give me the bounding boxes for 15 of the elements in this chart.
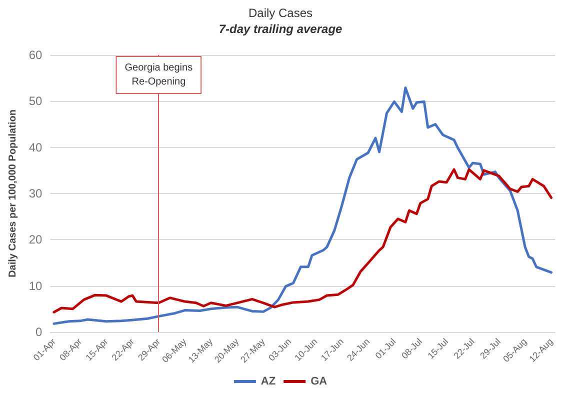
chart-title: Daily Cases — [248, 6, 313, 20]
y-tick-label: 60 — [28, 48, 43, 62]
line-series — [52, 86, 553, 325]
line-series — [52, 168, 553, 314]
y-tick-label: 30 — [28, 186, 43, 200]
legend-label: GA — [310, 376, 328, 388]
y-tick-label: 10 — [28, 278, 43, 293]
y-tick-label: 50 — [28, 94, 43, 108]
y-tick-label: 40 — [28, 140, 43, 154]
y-axis-title: Daily Cases per 100,000 Population — [8, 110, 18, 278]
ref-line-label: Georgia begins Re-Opening — [124, 62, 193, 88]
legend-label: AZ — [260, 376, 276, 388]
chart-subtitle: 7-day trailing average — [218, 22, 343, 36]
y-tick-label: 0 — [36, 325, 43, 339]
y-tick-label: 20 — [28, 232, 43, 247]
